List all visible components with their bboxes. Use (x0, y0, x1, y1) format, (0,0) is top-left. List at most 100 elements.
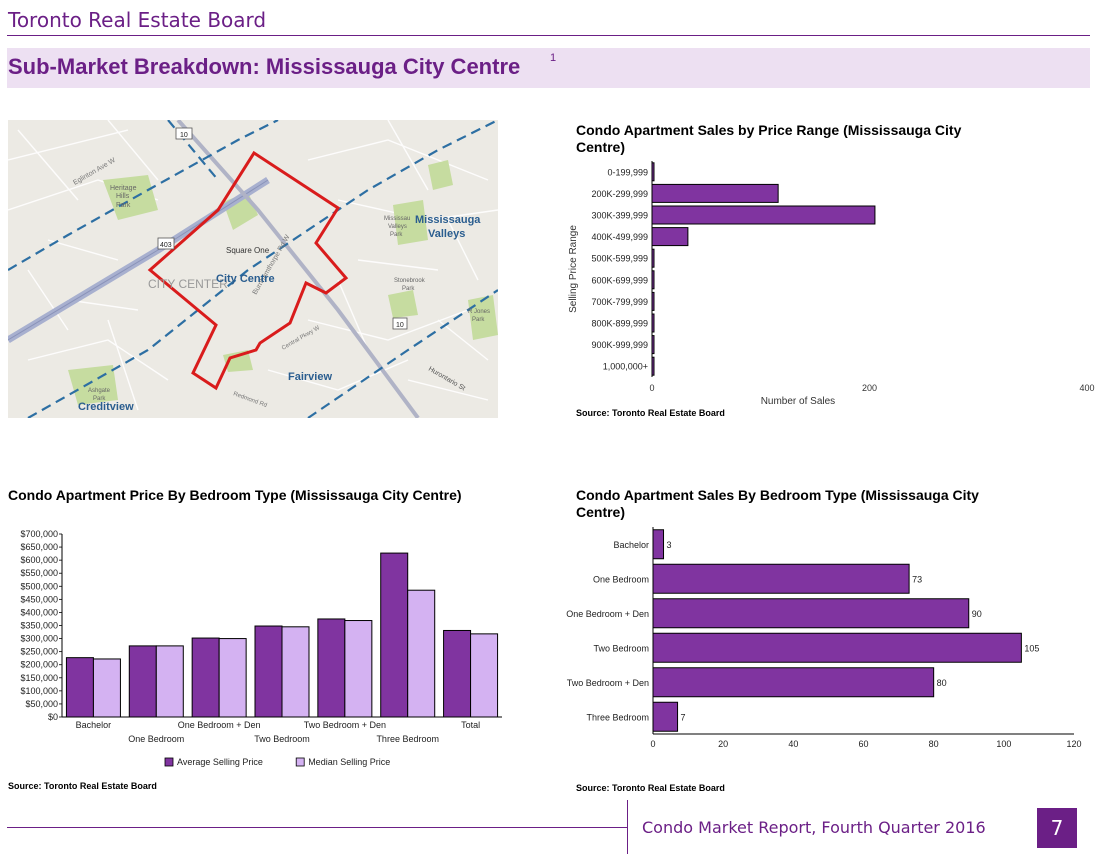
price-range-source: Source: Toronto Real Estate Board (576, 408, 725, 418)
y-tick-label: 0-199,999 (607, 167, 648, 177)
svg-text:Hills: Hills (116, 193, 130, 200)
bar-average (128, 645, 157, 718)
bar-average (317, 618, 346, 718)
y-tick-label: One Bedroom (593, 574, 649, 584)
y-tick-label: 300K-399,999 (591, 211, 648, 221)
y-tick-label: 700K-799,999 (591, 297, 648, 307)
bar (652, 529, 665, 560)
org-name: Toronto Real Estate Board (8, 8, 267, 32)
bar (652, 563, 910, 594)
data-label: 105 (1024, 643, 1039, 653)
sales-bedroom-chart: Bachelor 3 One Bedroom 73 One Bedroom + Den 9… (566, 527, 1082, 749)
title-band (7, 48, 1090, 88)
x-tick-label: 0 (650, 739, 655, 749)
x-tick-label: Total (461, 720, 480, 730)
svg-text:Fairview: Fairview (288, 371, 332, 383)
bar (652, 632, 1022, 663)
x-tick-label: 80 (929, 739, 939, 749)
y-tick-label: 800K-899,999 (591, 319, 648, 329)
sales-bedroom-source: Source: Toronto Real Estate Board (576, 783, 725, 793)
svg-text:Mississauga: Mississauga (415, 214, 481, 226)
svg-text:CITY CENTER: CITY CENTER (148, 277, 228, 291)
bar (651, 227, 689, 247)
x-tick-label: Three Bedroom (376, 734, 439, 744)
svg-text:Park: Park (402, 286, 415, 292)
x-tick-label: 20 (718, 739, 728, 749)
data-label: 7 (681, 712, 686, 722)
bar-median (281, 626, 310, 718)
data-label: 90 (972, 609, 982, 619)
submarket-map: Eglinton Ave W Burnhamthorpe Rd W Huront… (6, 118, 499, 420)
y-tick-label: Bachelor (613, 540, 649, 550)
svg-text:City Centre: City Centre (216, 273, 275, 285)
svg-text:Valleys: Valleys (428, 228, 465, 240)
bar-average (380, 552, 409, 718)
top-rule (7, 35, 1090, 36)
y-tick-label: One Bedroom + Den (566, 609, 649, 619)
bar-average (254, 625, 283, 718)
y-tick-label: $300,000 (20, 634, 58, 644)
svg-text:Park: Park (472, 317, 485, 323)
bar-average (65, 657, 94, 718)
price-bedroom-source: Source: Toronto Real Estate Board (8, 781, 157, 791)
y-tick-label: $0 (48, 712, 58, 722)
x-tick-label: Bachelor (76, 720, 112, 730)
price-bedroom-chart-title: Condo Apartment Price By Bedroom Type (M… (8, 487, 462, 503)
svg-text:R Jones: R Jones (468, 309, 490, 315)
y-tick-label: $200,000 (20, 660, 58, 670)
y-tick-label: 600K-699,999 (591, 275, 648, 285)
svg-text:Square One: Square One (226, 246, 270, 255)
x-tick-label: 100 (996, 739, 1011, 749)
y-tick-label: $650,000 (20, 542, 58, 552)
bar-median (155, 645, 184, 718)
svg-text:Ashgate: Ashgate (88, 388, 111, 394)
y-tick-label: Three Bedroom (586, 712, 649, 722)
svg-text:403: 403 (160, 242, 172, 249)
bar-median (344, 620, 373, 718)
x-tick-label: 120 (1066, 739, 1081, 749)
bar-median (92, 658, 121, 718)
bar-median (470, 633, 499, 718)
bar-median (218, 638, 247, 718)
y-tick-label: 1,000,000+ (603, 362, 648, 372)
page-number: 7 (1037, 808, 1077, 848)
svg-text:Stonebrook: Stonebrook (394, 278, 426, 284)
x-tick-label: 40 (788, 739, 798, 749)
footnote-mark: 1 (550, 52, 557, 64)
y-tick-label: $150,000 (20, 673, 58, 683)
y-tick-label: 900K-999,999 (591, 340, 648, 350)
y-tick-label: $100,000 (20, 686, 58, 696)
legend-swatch (164, 757, 174, 767)
bar-average (443, 629, 472, 718)
svg-text:Park: Park (116, 202, 131, 209)
price-bedroom-chart: $0 $50,000 $100,000 $150,000 $200,000 $250,00… (20, 529, 502, 767)
legend-label: Average Selling Price (177, 757, 263, 767)
x-tick-label: Two Bedroom + Den (304, 720, 386, 730)
data-label: 73 (912, 574, 922, 584)
svg-text:Park: Park (390, 232, 403, 238)
svg-text:10: 10 (396, 322, 404, 329)
footer-divider (627, 800, 628, 854)
x-tick-label: 0 (649, 383, 654, 393)
bar (651, 205, 876, 225)
data-label: 3 (667, 540, 672, 550)
y-tick-label: $50,000 (25, 699, 58, 709)
bar (652, 667, 935, 698)
x-tick-label: 60 (858, 739, 868, 749)
y-tick-label: $600,000 (20, 555, 58, 565)
y-tick-label: $250,000 (20, 647, 58, 657)
legend-label: Median Selling Price (308, 757, 390, 767)
x-tick-label: 200 (862, 383, 877, 393)
svg-text:10: 10 (180, 132, 188, 139)
legend-swatch (295, 757, 305, 767)
x-tick-label: 400 (1079, 383, 1094, 393)
y-tick-label: 200K-299,999 (591, 189, 648, 199)
svg-text:Valleys: Valleys (388, 224, 407, 230)
sales-bedroom-chart-title: Condo Apartment Sales By Bedroom Type (M… (576, 487, 979, 520)
svg-text:Park: Park (93, 396, 106, 402)
bar-average (191, 637, 220, 718)
y-tick-label: $450,000 (20, 594, 58, 604)
svg-text:Heritage: Heritage (110, 185, 137, 192)
x-tick-label: One Bedroom (128, 734, 184, 744)
y-tick-label: Two Bedroom (593, 643, 649, 653)
